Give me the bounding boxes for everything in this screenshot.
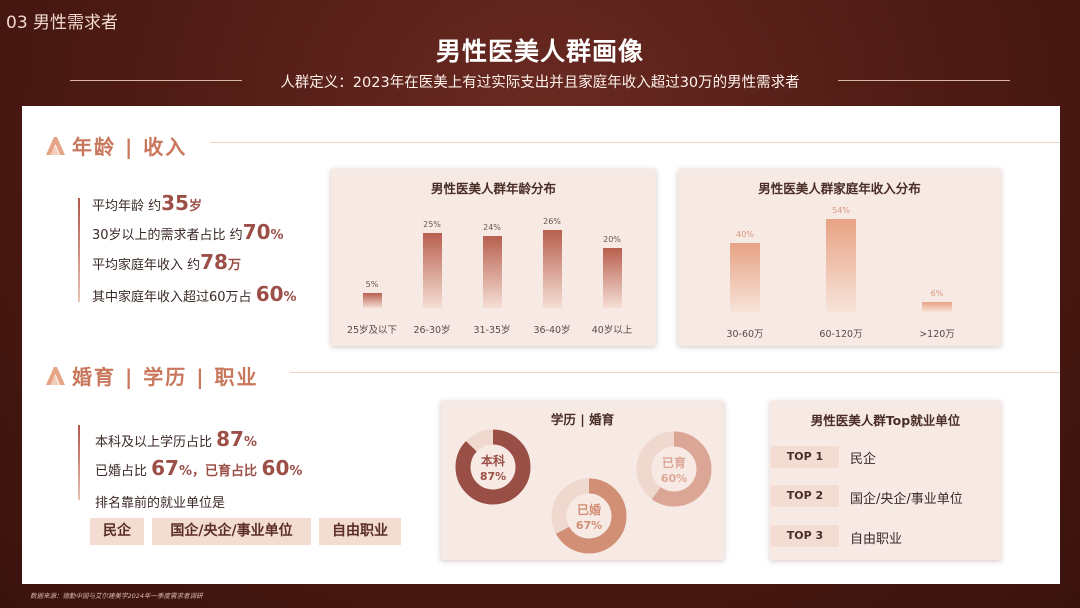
subtitle-row: 人群定义：2023年在医美上有过实际支出并且家庭年收入超过30万的男性需求者: [0, 71, 1080, 91]
ring-arc: [636, 431, 712, 507]
section-title: 年龄 | 收入: [72, 135, 188, 159]
top-rank-badge: TOP 1: [771, 446, 839, 468]
top-employer-name: 民企: [850, 452, 877, 467]
section-heading-marriage-edu: 婚育 | 学历 | 职业: [44, 361, 258, 390]
category-label: >120万: [919, 329, 955, 340]
subtitle: 人群定义：2023年在医美上有过实际支出并且家庭年收入超过30万的男性需求者: [280, 75, 800, 91]
ring-arc: [455, 429, 531, 505]
stat-accent-bar: [78, 425, 80, 500]
chart-bar: [602, 248, 622, 308]
income-distribution-chart: 男性医美人群家庭年收入分布 40% 30-60万 54% 60-120万 6% >120万: [678, 169, 1001, 346]
employer-tag: 民企: [90, 518, 144, 545]
stat-accent-bar: [78, 198, 80, 302]
category-label: 36-40岁: [533, 325, 571, 336]
chart-bar: [922, 301, 952, 312]
ring-charts: 本科 87% 已婚 67% 已育 60%: [455, 429, 712, 554]
stat-over-30: 30岁以上的需求者占比 约70%: [92, 220, 284, 244]
top-employer-name: 自由职业: [850, 532, 903, 547]
chart-bar: [482, 236, 502, 308]
chart-bar: [422, 233, 442, 308]
category-label: 60-120万: [819, 329, 863, 340]
bar-value-label: 20%: [603, 235, 621, 244]
top-employer-name: 国企/央企/事业单位: [850, 492, 963, 507]
chart-title: 学历 | 婚育: [550, 412, 615, 427]
page-title: 男性医美人群画像: [435, 37, 644, 66]
ring-chart-2: 已育 60%: [636, 431, 712, 507]
stat-income-over-60: 其中家庭年收入超过60万占 60%: [92, 282, 297, 306]
ring-chart-1: 已婚 67%: [551, 478, 627, 554]
bar-value-label: 24%: [483, 223, 501, 232]
ring-value: 60%: [661, 472, 687, 485]
chart-bar: [362, 293, 382, 308]
section-tag: 03 男性需求者: [6, 13, 119, 33]
top-rank-badge: TOP 2: [771, 485, 839, 507]
a-logo-icon: [46, 366, 65, 385]
a-logo-icon: [46, 136, 65, 155]
subtitle-line-left: [70, 80, 242, 81]
ring-label: 已育: [662, 455, 686, 470]
card-title: 男性医美人群Top就业单位: [810, 413, 961, 428]
stat-avg-age: 平均年龄 约35岁: [92, 191, 202, 215]
category-label: 25岁及以下: [346, 325, 398, 336]
stat-employers-label: 排名靠前的就业单位是: [95, 496, 226, 511]
bar-value-label: 25%: [423, 220, 441, 229]
employer-tag: 国企/央企/事业单位: [152, 518, 311, 545]
stat-bachelor: 本科及以上学历占比 87%: [95, 427, 258, 451]
bar-value-label: 40%: [736, 229, 754, 239]
chart-bar: [542, 230, 562, 308]
ring-value: 67%: [576, 519, 602, 532]
stat-married: 已婚占比 67%，已育占比 60%: [95, 456, 303, 480]
bar-value-label: 26%: [543, 217, 561, 226]
chart-bar: [730, 242, 760, 312]
top-rank-badge: TOP 3: [771, 525, 839, 547]
category-label: 30-60万: [726, 329, 764, 340]
ring-label: 本科: [481, 453, 505, 468]
chart-bar: [826, 218, 856, 312]
category-label: 31-35岁: [473, 325, 511, 336]
chart-title: 男性医美人群年龄分布: [430, 181, 556, 196]
age-distribution-chart: 男性医美人群年龄分布 5% 25岁及以下 25% 26-30岁 24% 31-35岁 26%…: [331, 169, 656, 346]
ring-label: 已婚: [577, 502, 601, 517]
ring-chart-0: 本科 87%: [455, 429, 531, 505]
category-label: 40岁以上: [591, 325, 633, 336]
bar-value-label: 5%: [365, 280, 379, 289]
section-divider: [290, 372, 1060, 373]
ring-arc: [551, 478, 627, 554]
stat-avg-income: 平均家庭年收入 约78万: [92, 250, 241, 274]
employer-tag: 自由职业: [319, 518, 401, 545]
section-heading-age-income: 年龄 | 收入: [44, 131, 187, 160]
ring-value: 87%: [480, 470, 506, 483]
section-title: 婚育 | 学历 | 职业: [72, 365, 259, 389]
category-label: 26-30岁: [413, 325, 451, 336]
bar-value-label: 54%: [832, 205, 850, 215]
chart-title: 男性医美人群家庭年收入分布: [758, 181, 921, 196]
bar-value-label: 6%: [930, 288, 944, 298]
section-divider: [210, 142, 1060, 143]
footnote: 数据来源：德勤中国与艾尔建美学2024年一季度需求者调研: [30, 592, 203, 600]
subtitle-line-right: [838, 80, 1010, 81]
